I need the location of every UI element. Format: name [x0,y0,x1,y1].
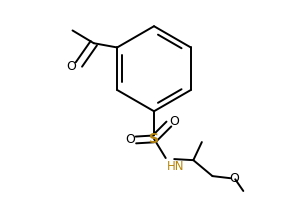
Text: O: O [67,60,77,73]
Text: O: O [125,134,135,146]
Text: S: S [149,132,159,146]
Text: O: O [169,115,179,128]
Text: HN: HN [167,160,184,173]
Text: O: O [229,172,239,185]
